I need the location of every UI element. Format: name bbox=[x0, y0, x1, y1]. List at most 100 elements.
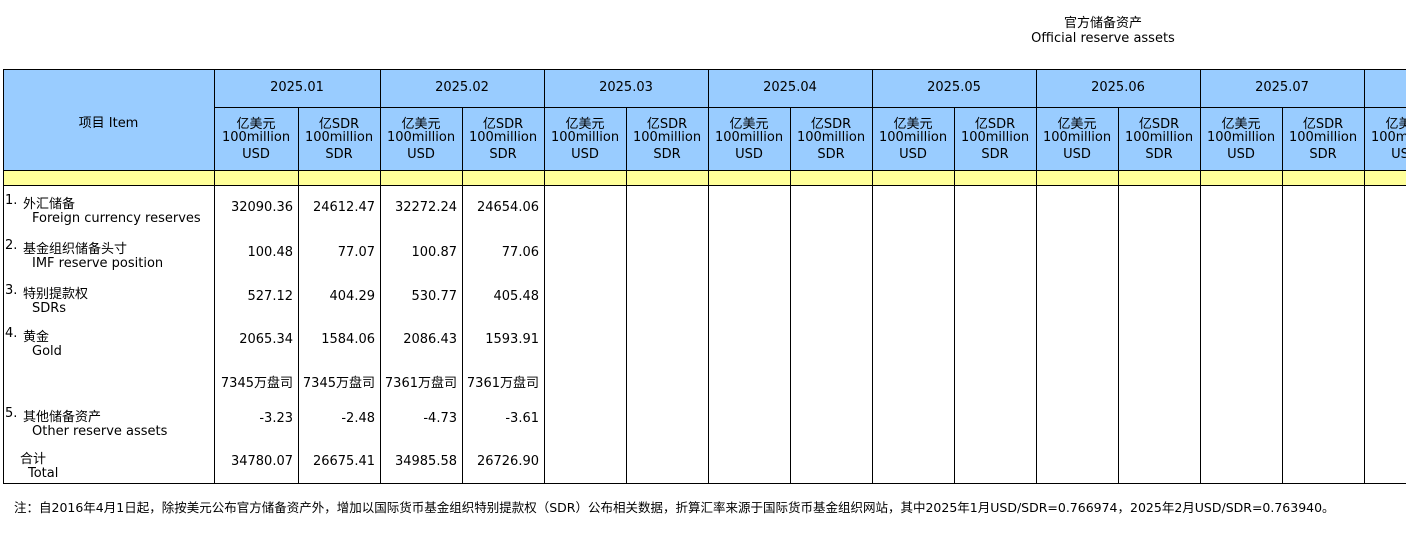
unit-label: USD bbox=[1227, 147, 1255, 162]
v-rule bbox=[708, 69, 709, 484]
yellow-band bbox=[3, 170, 1406, 185]
v-rule bbox=[214, 69, 215, 484]
unit-label: USD bbox=[1391, 147, 1406, 162]
cell-value: -3.23 bbox=[259, 411, 293, 426]
unit-label: 100million bbox=[714, 130, 784, 145]
month-header: 2025.01 bbox=[270, 80, 324, 95]
cell-value: 24654.06 bbox=[476, 199, 539, 215]
unit-label: 亿SDR bbox=[974, 117, 1016, 132]
cell-value: 1593.91 bbox=[485, 332, 539, 347]
cell-value: 26726.90 bbox=[476, 453, 539, 469]
cell-value: 34985.58 bbox=[394, 453, 457, 469]
unit-label: 100million bbox=[386, 130, 456, 145]
title-en: Official reserve assets bbox=[1031, 31, 1175, 46]
unit-label: USD bbox=[1063, 147, 1091, 162]
v-rule bbox=[790, 107, 791, 484]
cell-value: 100.48 bbox=[247, 244, 294, 260]
month-header: 2025.03 bbox=[599, 80, 653, 95]
unit-label: 亿美元 bbox=[1057, 117, 1097, 132]
cell-value: 100.87 bbox=[411, 244, 458, 260]
row-number: 5. bbox=[5, 406, 18, 421]
v-rule bbox=[544, 69, 545, 484]
unit-label: USD bbox=[899, 147, 927, 162]
unit-label: USD bbox=[571, 147, 599, 162]
unit-label: 亿美元 bbox=[1221, 117, 1261, 132]
unit-label: 亿SDR bbox=[1302, 117, 1344, 132]
cell-value: 404.29 bbox=[329, 288, 376, 304]
unit-label: 亿美元 bbox=[729, 117, 769, 132]
unit-label: 100million bbox=[1042, 130, 1112, 145]
header-bg bbox=[3, 69, 1406, 170]
row-number: 1. bbox=[5, 193, 18, 208]
unit-label: 100million bbox=[878, 130, 948, 145]
footnote: 注：自2016年4月1日起，除按美元公布官方储备资产外，增加以国际货币基金组织特… bbox=[14, 500, 1335, 515]
cell-value: 24612.47 bbox=[312, 199, 375, 215]
unit-label: 100million bbox=[960, 130, 1030, 145]
unit-label: USD bbox=[242, 147, 270, 162]
row-label-en: Total bbox=[28, 466, 59, 481]
h-rule bbox=[3, 185, 1406, 186]
cell-value: 1584.06 bbox=[321, 332, 375, 347]
unit-label: SDR bbox=[1145, 147, 1173, 162]
row-label-en: IMF reserve position bbox=[32, 256, 164, 271]
row-label-en: Gold bbox=[32, 344, 62, 359]
unit-label: USD bbox=[735, 147, 763, 162]
unit-label: 100million bbox=[796, 130, 866, 145]
row-label-cn: 基金组织储备头寸 bbox=[23, 242, 128, 257]
cell-value: 7345万盘司 bbox=[302, 376, 375, 391]
cell-value: 26675.41 bbox=[312, 453, 375, 469]
unit-label: SDR bbox=[325, 147, 353, 162]
v-rule bbox=[954, 107, 955, 484]
v-rule bbox=[1118, 107, 1119, 484]
title-cn: 官方储备资产 bbox=[1063, 16, 1142, 31]
v-rule bbox=[3, 69, 4, 484]
month-header: 2025.06 bbox=[1091, 80, 1145, 95]
v-rule bbox=[1200, 69, 1201, 484]
unit-label: 亿SDR bbox=[646, 117, 688, 132]
cell-value: 7361万盘司 bbox=[384, 376, 457, 391]
unit-label: SDR bbox=[981, 147, 1009, 162]
h-rule bbox=[3, 483, 1406, 484]
h-rule bbox=[214, 107, 1406, 108]
unit-label: 亿美元 bbox=[1385, 117, 1406, 132]
month-header: 2025.04 bbox=[763, 80, 817, 95]
row-label-cn: 合计 bbox=[20, 452, 47, 467]
unit-label: 100million bbox=[468, 130, 538, 145]
v-rule bbox=[462, 107, 463, 484]
cell-value: 32090.36 bbox=[230, 199, 293, 215]
unit-label: 100million bbox=[1370, 130, 1406, 145]
unit-label: 100million bbox=[221, 130, 291, 145]
cell-value: 530.77 bbox=[411, 288, 458, 304]
h-rule bbox=[3, 69, 1406, 70]
row-label-cn: 黄金 bbox=[23, 330, 50, 345]
unit-label: 亿美元 bbox=[401, 117, 441, 132]
cell-value: 405.48 bbox=[493, 288, 540, 304]
unit-label: 100million bbox=[550, 130, 620, 145]
v-rule bbox=[380, 69, 381, 484]
cell-value: 34780.07 bbox=[230, 453, 293, 469]
row-label-en: Foreign currency reserves bbox=[32, 211, 201, 226]
h-rule bbox=[3, 170, 1406, 171]
unit-label: 100million bbox=[304, 130, 374, 145]
row-label-cn: 其他储备资产 bbox=[23, 410, 102, 425]
cell-value: 7345万盘司 bbox=[220, 376, 293, 391]
unit-label: 亿美元 bbox=[565, 117, 605, 132]
unit-label: SDR bbox=[489, 147, 517, 162]
unit-label: 100million bbox=[632, 130, 702, 145]
cell-value: -2.48 bbox=[341, 411, 375, 426]
row-label-cn: 外汇储备 bbox=[23, 197, 76, 212]
row-number: 2. bbox=[5, 238, 18, 253]
cell-value: -3.61 bbox=[505, 411, 539, 426]
unit-label: 亿SDR bbox=[318, 117, 360, 132]
cell-value: 2086.43 bbox=[403, 332, 457, 347]
cell-value: 7361万盘司 bbox=[466, 376, 539, 391]
row-number: 4. bbox=[5, 326, 18, 341]
unit-label: USD bbox=[407, 147, 435, 162]
unit-label: 亿美元 bbox=[893, 117, 933, 132]
cell-value: 2065.34 bbox=[239, 332, 293, 347]
v-rule bbox=[1282, 107, 1283, 484]
cell-value: 527.12 bbox=[247, 288, 294, 304]
row-label-cn: 特别提款权 bbox=[23, 287, 89, 302]
item-header: 项目 Item bbox=[78, 116, 139, 131]
